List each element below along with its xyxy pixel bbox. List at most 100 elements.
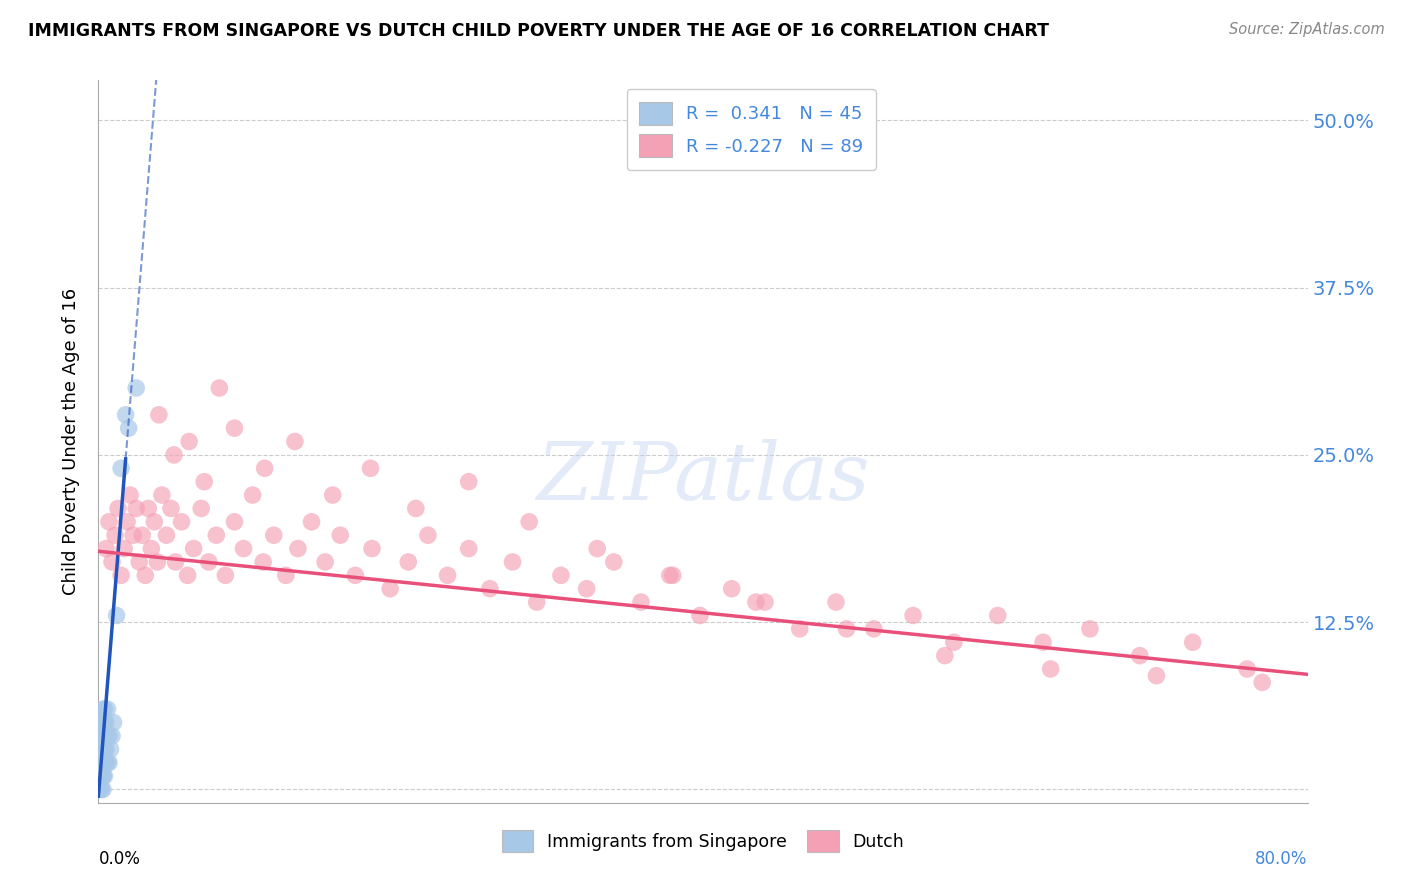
Point xyxy=(163,448,186,462)
Text: ZIPatlas: ZIPatlas xyxy=(536,439,870,516)
Point xyxy=(98,515,121,529)
Point xyxy=(96,756,118,770)
Point xyxy=(115,515,138,529)
Point xyxy=(176,568,198,582)
Point xyxy=(1236,662,1258,676)
Point xyxy=(143,515,166,529)
Point xyxy=(183,541,205,556)
Point xyxy=(1181,635,1204,649)
Text: Source: ZipAtlas.com: Source: ZipAtlas.com xyxy=(1229,22,1385,37)
Point xyxy=(1078,622,1101,636)
Point xyxy=(361,541,384,556)
Point xyxy=(93,769,115,783)
Point xyxy=(405,501,427,516)
Point xyxy=(253,461,276,475)
Point xyxy=(252,555,274,569)
Point xyxy=(224,515,246,529)
Point xyxy=(90,756,112,770)
Point xyxy=(90,729,112,743)
Point xyxy=(93,756,115,770)
Point xyxy=(89,742,111,756)
Point xyxy=(1251,675,1274,690)
Point xyxy=(101,729,124,743)
Point xyxy=(136,501,159,516)
Point xyxy=(93,715,115,730)
Point xyxy=(155,528,177,542)
Point xyxy=(197,555,219,569)
Point xyxy=(89,756,111,770)
Point xyxy=(94,742,117,756)
Point xyxy=(720,582,742,596)
Point xyxy=(93,756,115,770)
Point xyxy=(98,756,121,770)
Point xyxy=(170,515,193,529)
Point xyxy=(396,555,419,569)
Point xyxy=(344,568,367,582)
Point xyxy=(91,715,114,730)
Point xyxy=(94,756,117,770)
Point xyxy=(90,769,112,783)
Point xyxy=(242,488,264,502)
Point xyxy=(329,528,352,542)
Point xyxy=(100,742,122,756)
Point xyxy=(322,488,344,502)
Point xyxy=(91,769,114,783)
Point xyxy=(101,555,124,569)
Point xyxy=(104,528,127,542)
Point xyxy=(103,715,125,730)
Point xyxy=(125,501,148,516)
Point xyxy=(110,568,132,582)
Point xyxy=(91,756,114,770)
Point xyxy=(378,582,401,596)
Y-axis label: Child Poverty Under the Age of 16: Child Poverty Under the Age of 16 xyxy=(62,288,80,595)
Point xyxy=(89,769,111,783)
Point xyxy=(146,555,169,569)
Point xyxy=(1144,669,1167,683)
Point xyxy=(208,381,231,395)
Point xyxy=(789,622,811,636)
Point xyxy=(118,421,141,435)
Point xyxy=(360,461,382,475)
Point xyxy=(314,555,336,569)
Point xyxy=(160,501,183,516)
Point xyxy=(224,421,246,435)
Point xyxy=(134,568,156,582)
Point xyxy=(125,381,148,395)
Point xyxy=(91,756,114,770)
Point xyxy=(942,635,965,649)
Point xyxy=(91,782,114,797)
Point xyxy=(1032,635,1054,649)
Text: 0.0%: 0.0% xyxy=(98,850,141,868)
Point xyxy=(128,555,150,569)
Point xyxy=(107,501,129,516)
Point xyxy=(862,622,884,636)
Point xyxy=(416,528,439,542)
Point xyxy=(114,408,136,422)
Point xyxy=(284,434,307,449)
Point xyxy=(91,729,114,743)
Point xyxy=(934,648,956,663)
Point xyxy=(90,742,112,756)
Point xyxy=(517,515,540,529)
Point xyxy=(550,568,572,582)
Point xyxy=(526,595,548,609)
Point xyxy=(94,541,117,556)
Point xyxy=(96,729,118,743)
Point xyxy=(150,488,173,502)
Point xyxy=(96,702,118,716)
Point xyxy=(274,568,297,582)
Point xyxy=(93,729,115,743)
Point xyxy=(901,608,924,623)
Point xyxy=(90,782,112,797)
Point xyxy=(90,756,112,770)
Point xyxy=(105,608,128,623)
Point xyxy=(131,528,153,542)
Point xyxy=(91,702,114,716)
Point xyxy=(586,541,609,556)
Point xyxy=(825,595,848,609)
Point xyxy=(112,541,135,556)
Point xyxy=(122,528,145,542)
Point xyxy=(658,568,681,582)
Point xyxy=(478,582,501,596)
Point xyxy=(190,501,212,516)
